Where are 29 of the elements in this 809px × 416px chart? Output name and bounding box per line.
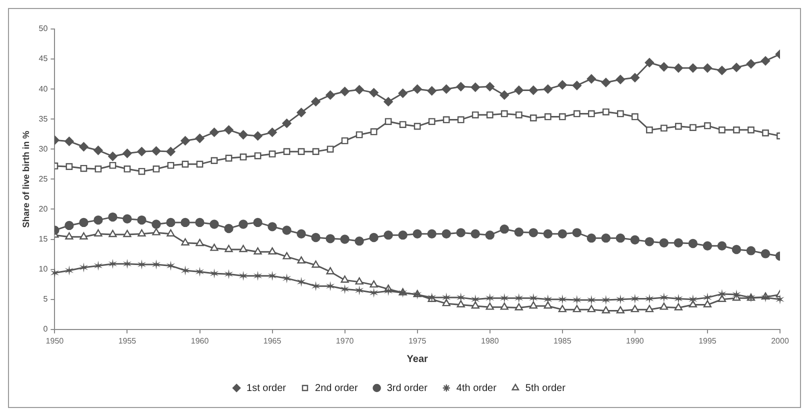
x-tick-label: 1960 — [190, 336, 210, 346]
x-axis-title: Year — [406, 354, 428, 365]
x-tick-label: 1990 — [626, 336, 644, 346]
y-tick-label: 10 — [38, 264, 48, 274]
legend-label: 5th order — [525, 382, 566, 394]
y-tick-label: 5 — [43, 294, 48, 304]
legend-label: 3rd order — [386, 382, 428, 394]
y-axis-title: Share of live birth in % — [20, 130, 31, 228]
y-tick-label: 15 — [38, 234, 48, 244]
y-tick-label: 20 — [38, 204, 48, 214]
x-tick-label: 1985 — [554, 336, 572, 346]
legend-label: 2nd order — [315, 382, 358, 394]
y-tick-label: 40 — [38, 84, 48, 94]
legend-label: 1st order — [246, 382, 287, 394]
x-tick-label: 1995 — [698, 336, 717, 346]
x-tick-label: 2000 — [771, 336, 790, 346]
x-tick-label: 1965 — [263, 336, 282, 346]
y-tick-label: 35 — [38, 114, 48, 124]
legend-label: 4th order — [456, 382, 498, 394]
y-tick-label: 25 — [38, 174, 48, 184]
y-tick-label: 0 — [43, 324, 48, 334]
x-tick-label: 1955 — [118, 336, 137, 346]
x-tick-label: 1975 — [408, 336, 427, 346]
y-tick-label: 45 — [38, 54, 48, 64]
x-tick-label: 1980 — [480, 336, 500, 346]
y-tick-label: 30 — [38, 144, 48, 154]
x-tick-label: 1970 — [336, 336, 354, 346]
x-tick-label: 1950 — [46, 336, 64, 346]
y-tick-label: 50 — [38, 24, 48, 34]
